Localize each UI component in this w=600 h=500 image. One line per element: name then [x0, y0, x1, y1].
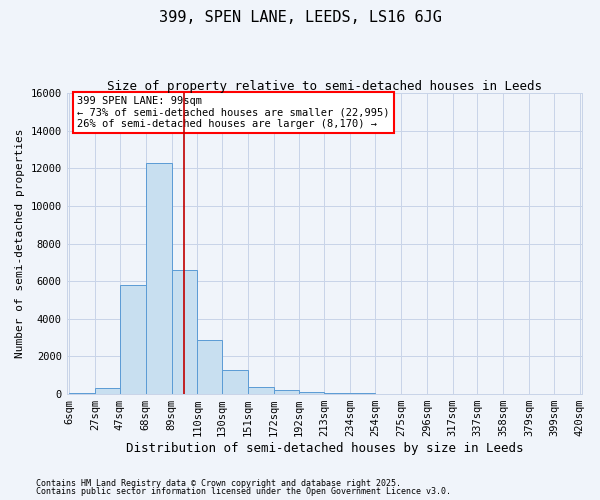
Bar: [69, 393, 95, 394]
Bar: [146, 162, 172, 394]
Bar: [197, 340, 222, 394]
Y-axis label: Number of semi-detached properties: Number of semi-detached properties: [15, 129, 25, 358]
Bar: [248, 387, 274, 394]
Bar: [222, 370, 248, 394]
Bar: [172, 270, 197, 394]
Bar: [274, 390, 299, 394]
Bar: [120, 285, 146, 394]
Title: Size of property relative to semi-detached houses in Leeds: Size of property relative to semi-detach…: [107, 80, 542, 93]
Text: Contains HM Land Registry data © Crown copyright and database right 2025.: Contains HM Land Registry data © Crown c…: [36, 478, 401, 488]
Text: 399, SPEN LANE, LEEDS, LS16 6JG: 399, SPEN LANE, LEEDS, LS16 6JG: [158, 10, 442, 25]
Bar: [325, 393, 350, 394]
X-axis label: Distribution of semi-detached houses by size in Leeds: Distribution of semi-detached houses by …: [125, 442, 523, 455]
Bar: [95, 388, 120, 394]
Text: 399 SPEN LANE: 99sqm
← 73% of semi-detached houses are smaller (22,995)
26% of s: 399 SPEN LANE: 99sqm ← 73% of semi-detac…: [77, 96, 389, 129]
Text: Contains public sector information licensed under the Open Government Licence v3: Contains public sector information licen…: [36, 487, 451, 496]
Bar: [299, 392, 325, 394]
